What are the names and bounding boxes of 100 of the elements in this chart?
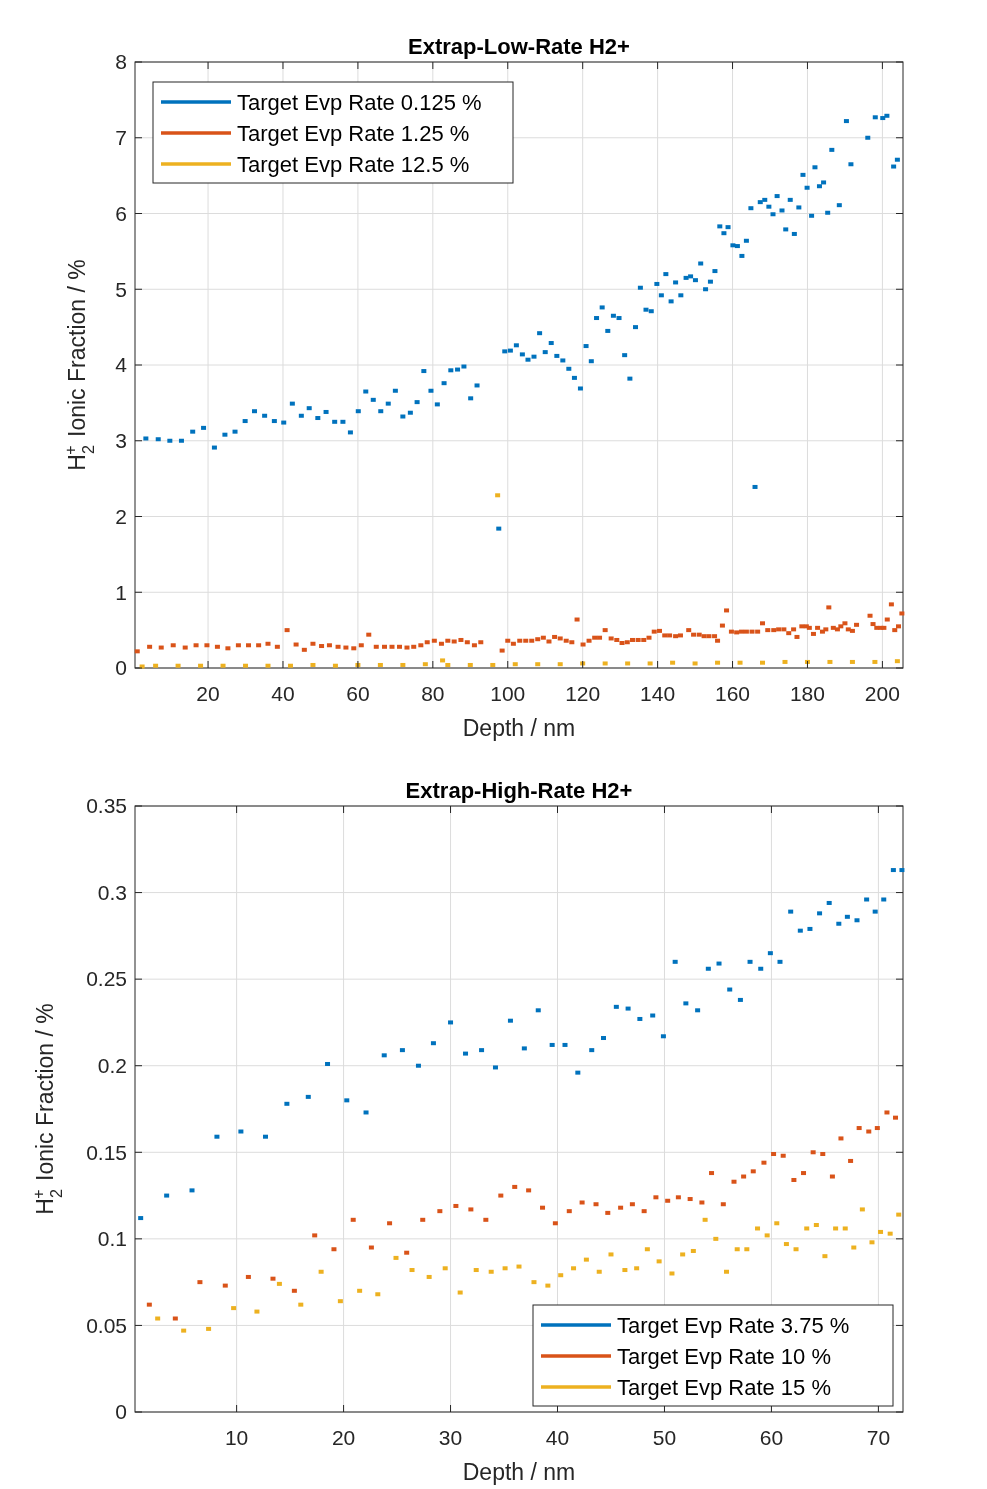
point: [613, 1004, 619, 1009]
point: [437, 1209, 443, 1214]
point: [535, 1008, 541, 1013]
x-tick-label: 30: [438, 1426, 463, 1449]
legend-label: Target Evp Rate 1.25 %: [237, 120, 470, 146]
point: [325, 1061, 331, 1066]
legend-label: Target Evp Rate 12.5 %: [237, 151, 470, 177]
point: [535, 662, 541, 667]
legend-label: Target Evp Rate 10 %: [617, 1343, 832, 1369]
point: [155, 1316, 161, 1321]
point: [566, 1209, 572, 1214]
point: [618, 1205, 624, 1210]
point: [675, 1195, 681, 1200]
point: [833, 1226, 839, 1231]
y-tick-label: 0.35: [86, 794, 127, 818]
point: [884, 1110, 890, 1115]
point: [479, 1048, 485, 1053]
point: [665, 1198, 671, 1203]
point: [467, 662, 473, 667]
point: [596, 1269, 602, 1274]
point: [899, 868, 905, 873]
point: [189, 1188, 195, 1193]
point: [214, 1134, 220, 1139]
point: [744, 1247, 750, 1252]
legend-label: Target Evp Rate 15 %: [617, 1374, 832, 1400]
y-tick-label: 4: [115, 353, 128, 377]
point: [692, 661, 698, 666]
point: [512, 662, 518, 667]
point: [549, 1042, 555, 1047]
point: [724, 1269, 730, 1274]
y-tick-label: 0: [115, 1400, 127, 1424]
point: [709, 1171, 715, 1176]
x-tick-label: 70: [866, 1426, 891, 1449]
point: [702, 1217, 708, 1222]
point: [878, 1229, 884, 1234]
point: [804, 1226, 810, 1231]
point: [492, 1065, 498, 1070]
point: [516, 1264, 522, 1269]
point: [270, 1276, 276, 1281]
point: [298, 1302, 304, 1307]
point: [670, 660, 676, 665]
point: [557, 662, 563, 667]
point: [393, 1255, 399, 1260]
point: [583, 1257, 589, 1262]
point: [589, 1048, 595, 1053]
point: [747, 959, 753, 964]
point: [312, 1233, 318, 1238]
point: [634, 1266, 640, 1271]
chart-title: Extrap-High-Rate H2+: [405, 778, 633, 803]
point: [512, 1184, 518, 1189]
point: [276, 1281, 282, 1286]
point: [817, 911, 823, 916]
point: [705, 966, 711, 971]
point: [575, 1070, 581, 1075]
y-tick-label: 6: [115, 201, 127, 225]
point: [243, 663, 249, 668]
y-tick-label: 0.2: [97, 1054, 127, 1078]
point: [849, 659, 855, 664]
point: [774, 1221, 780, 1226]
point: [463, 1051, 469, 1056]
point: [690, 1248, 696, 1253]
x-tick-label: 40: [545, 1426, 570, 1449]
point: [545, 1283, 551, 1288]
point: [231, 1306, 237, 1311]
point: [893, 1115, 899, 1120]
x-tick-label: 80: [421, 682, 445, 705]
point: [699, 1200, 705, 1205]
point: [644, 1247, 650, 1252]
point: [622, 1268, 628, 1273]
point: [827, 659, 833, 664]
point: [377, 662, 383, 667]
point: [810, 1150, 816, 1155]
point: [238, 1129, 244, 1134]
point: [440, 658, 446, 663]
point: [734, 1247, 740, 1252]
point: [457, 1290, 463, 1295]
point: [874, 1126, 880, 1131]
point: [672, 959, 678, 964]
point: [363, 1110, 369, 1115]
point: [844, 914, 850, 919]
point: [284, 1101, 290, 1106]
point: [507, 1018, 513, 1023]
point: [263, 1134, 268, 1139]
x-tick-label: 200: [864, 682, 900, 705]
x-tick-label: 60: [759, 1426, 784, 1449]
point: [490, 662, 496, 667]
point: [287, 663, 293, 668]
x-tick-label: 120: [565, 682, 601, 705]
x-tick-label: 20: [196, 682, 220, 705]
y-tick-label: 8: [115, 50, 127, 74]
point: [687, 1197, 693, 1202]
point: [887, 1231, 893, 1236]
point: [198, 663, 204, 668]
point: [820, 1152, 826, 1157]
point: [625, 1006, 631, 1011]
point: [629, 1202, 635, 1207]
point: [864, 897, 870, 902]
point: [381, 1053, 387, 1058]
point: [801, 1171, 807, 1176]
y-tick-label: 2: [115, 504, 127, 528]
